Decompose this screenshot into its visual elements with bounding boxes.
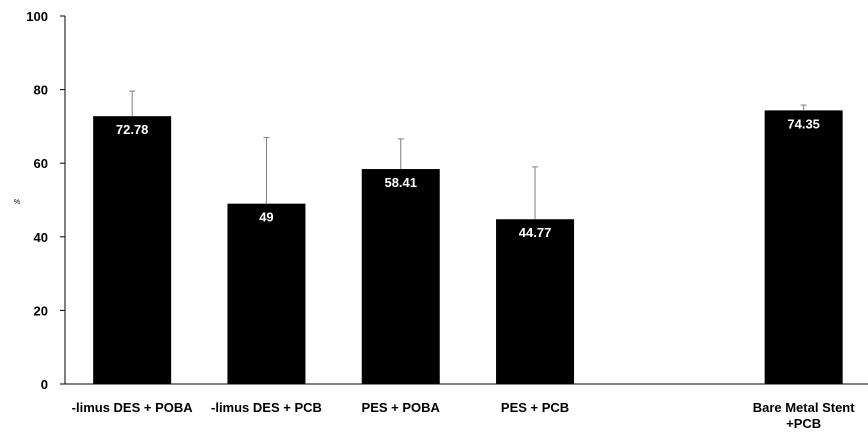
category-labels: -limus DES + POBA -limus DES + PCB PES + P… xyxy=(72,400,856,431)
category-label: PES + PCB xyxy=(501,400,569,415)
bar xyxy=(93,116,172,384)
category-label: Bare Metal Stent +PCB xyxy=(753,400,856,431)
bar xyxy=(361,169,440,384)
y-axis-title: % xyxy=(14,199,20,206)
data-label: 58.41 xyxy=(384,175,417,190)
data-label: 44.77 xyxy=(519,225,552,240)
category-label-line: +PCB xyxy=(786,416,821,431)
category-label-line: Bare Metal Stent xyxy=(753,400,856,415)
bar xyxy=(227,203,306,384)
y-tick-label: 80 xyxy=(34,83,48,98)
y-tick-label: 0 xyxy=(41,377,48,392)
y-tick-label: 20 xyxy=(34,303,48,318)
bar xyxy=(496,219,575,384)
category-label-line: PES + POBA xyxy=(362,400,441,415)
category-label: -limus DES + PCB xyxy=(211,400,322,415)
bar xyxy=(764,110,843,384)
data-label: 49 xyxy=(259,210,273,225)
y-axis: % xyxy=(14,16,66,384)
data-labels: 72.78 49 58.41 44.77 74.35 xyxy=(116,116,820,240)
category-label-line: PES + PCB xyxy=(501,400,569,415)
y-tick-label: 100 xyxy=(26,9,48,24)
error-bars xyxy=(129,90,807,220)
category-label: PES + POBA xyxy=(362,400,441,415)
data-label: 72.78 xyxy=(116,122,149,137)
y-tick-label: 40 xyxy=(34,230,48,245)
bars xyxy=(93,110,843,384)
category-label-line: -limus DES + POBA xyxy=(72,400,194,415)
y-tick-label: 60 xyxy=(34,156,48,171)
category-label-line: -limus DES + PCB xyxy=(211,400,322,415)
data-label: 74.35 xyxy=(787,116,820,131)
y-tick-labels: 0 20 40 60 80 100 xyxy=(26,9,65,392)
category-label: -limus DES + POBA xyxy=(72,400,194,415)
